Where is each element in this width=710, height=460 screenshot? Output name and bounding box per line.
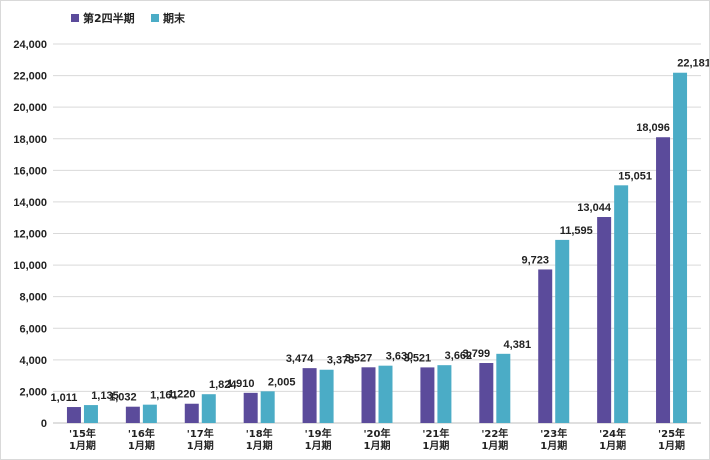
x-category-label: 1月期 <box>364 439 391 452</box>
bar-q2 <box>479 363 494 423</box>
y-tick-label: 10,000 <box>13 260 47 272</box>
x-category-label: '24年 <box>599 427 626 440</box>
y-tick-label: 22,000 <box>13 71 47 83</box>
data-label: 18,096 <box>636 122 670 134</box>
x-category-label: 1月期 <box>128 439 155 452</box>
bar-q2 <box>420 367 435 423</box>
bars <box>66 72 688 424</box>
data-label: 11,595 <box>560 225 593 237</box>
data-label: 22,181 <box>677 58 709 70</box>
data-label: 1,011 <box>50 392 77 404</box>
y-axis-ticks: 0 2,000 4,000 6,000 8,000 10,000 12,000 14,000 1… <box>13 39 47 430</box>
x-category-label: 1月期 <box>69 439 96 452</box>
bar-q2 <box>125 406 140 423</box>
bar-q2 <box>184 403 199 423</box>
data-label: 3,799 <box>463 348 491 360</box>
data-label: 1,910 <box>227 378 255 390</box>
y-tick-label: 20,000 <box>13 102 47 114</box>
x-category-label: 1月期 <box>599 439 626 452</box>
x-category-label: '20年 <box>364 427 391 440</box>
data-label: 3,373 <box>327 355 355 367</box>
bar-year-end <box>437 365 452 423</box>
x-axis-categories: '15年1月期'16年1月期'17年1月期'18年1月期'19年1月期'20年1… <box>69 427 685 452</box>
legend-swatch <box>71 14 79 22</box>
x-category-label: 1月期 <box>540 439 567 452</box>
bar-year-end <box>142 404 157 423</box>
x-category-label: '16年 <box>128 427 155 440</box>
y-tick-label: 4,000 <box>19 355 47 367</box>
data-label: 1,824 <box>209 379 237 391</box>
x-category-label: '23年 <box>540 427 567 440</box>
bar-q2 <box>66 407 81 423</box>
data-label: 3,521 <box>404 352 432 364</box>
bar-q2 <box>361 367 376 423</box>
y-tick-label: 0 <box>41 418 47 430</box>
x-category-label: '21年 <box>422 427 449 440</box>
data-label: 3,474 <box>286 353 314 365</box>
gridlines <box>53 43 701 424</box>
x-category-label: '17年 <box>187 427 214 440</box>
y-tick-label: 2,000 <box>19 386 47 398</box>
bar-year-end <box>378 365 393 423</box>
bar-q2 <box>538 269 553 423</box>
bar-q2 <box>243 392 258 423</box>
x-category-label: '19年 <box>305 427 332 440</box>
bar-year-end <box>555 239 570 423</box>
bar-q2 <box>656 137 671 423</box>
y-tick-label: 16,000 <box>13 165 47 177</box>
bar-q2 <box>597 217 612 423</box>
x-category-label: 1月期 <box>246 439 273 452</box>
bar-year-end <box>319 369 334 423</box>
legend-label: 第2四半期 <box>83 11 135 25</box>
bar-q2 <box>302 368 317 423</box>
x-category-label: '18年 <box>246 427 273 440</box>
data-label: 13,044 <box>577 202 612 214</box>
x-category-label: 1月期 <box>305 439 332 452</box>
x-category-label: 1月期 <box>658 439 685 452</box>
x-category-label: '25年 <box>658 427 685 440</box>
bar-year-end <box>496 353 511 423</box>
y-tick-label: 24,000 <box>13 39 47 51</box>
x-category-label: '22年 <box>481 427 508 440</box>
data-label: 4,381 <box>504 339 532 351</box>
legend: 第2四半期 期末 <box>71 11 186 25</box>
x-category-label: 1月期 <box>422 439 449 452</box>
data-label: 9,723 <box>521 254 549 266</box>
y-tick-label: 18,000 <box>13 134 47 146</box>
bar-year-end <box>83 405 98 423</box>
data-label: 1,135 <box>91 390 119 402</box>
y-tick-label: 14,000 <box>13 197 47 209</box>
data-label: 15,051 <box>618 170 652 182</box>
bar-year-end <box>614 185 629 423</box>
x-category-label: 1月期 <box>187 439 214 452</box>
bar-year-end <box>201 394 216 423</box>
data-label: 2,005 <box>268 376 296 388</box>
y-tick-label: 12,000 <box>13 229 47 241</box>
legend-label: 期末 <box>163 11 186 25</box>
data-label: 3,630 <box>386 351 414 363</box>
x-category-label: 1月期 <box>481 439 508 452</box>
data-label: 3,527 <box>345 352 373 364</box>
legend-swatch <box>151 14 159 22</box>
bar-year-end <box>673 72 688 424</box>
y-tick-label: 8,000 <box>19 292 47 304</box>
y-tick-label: 6,000 <box>19 323 47 335</box>
data-label: 1,161 <box>150 390 178 402</box>
data-label: 3,662 <box>445 350 473 362</box>
data-label: 1,032 <box>109 392 137 404</box>
data-label: 1,220 <box>168 389 196 401</box>
bar-year-end <box>260 391 275 423</box>
x-category-label: '15年 <box>69 427 96 440</box>
